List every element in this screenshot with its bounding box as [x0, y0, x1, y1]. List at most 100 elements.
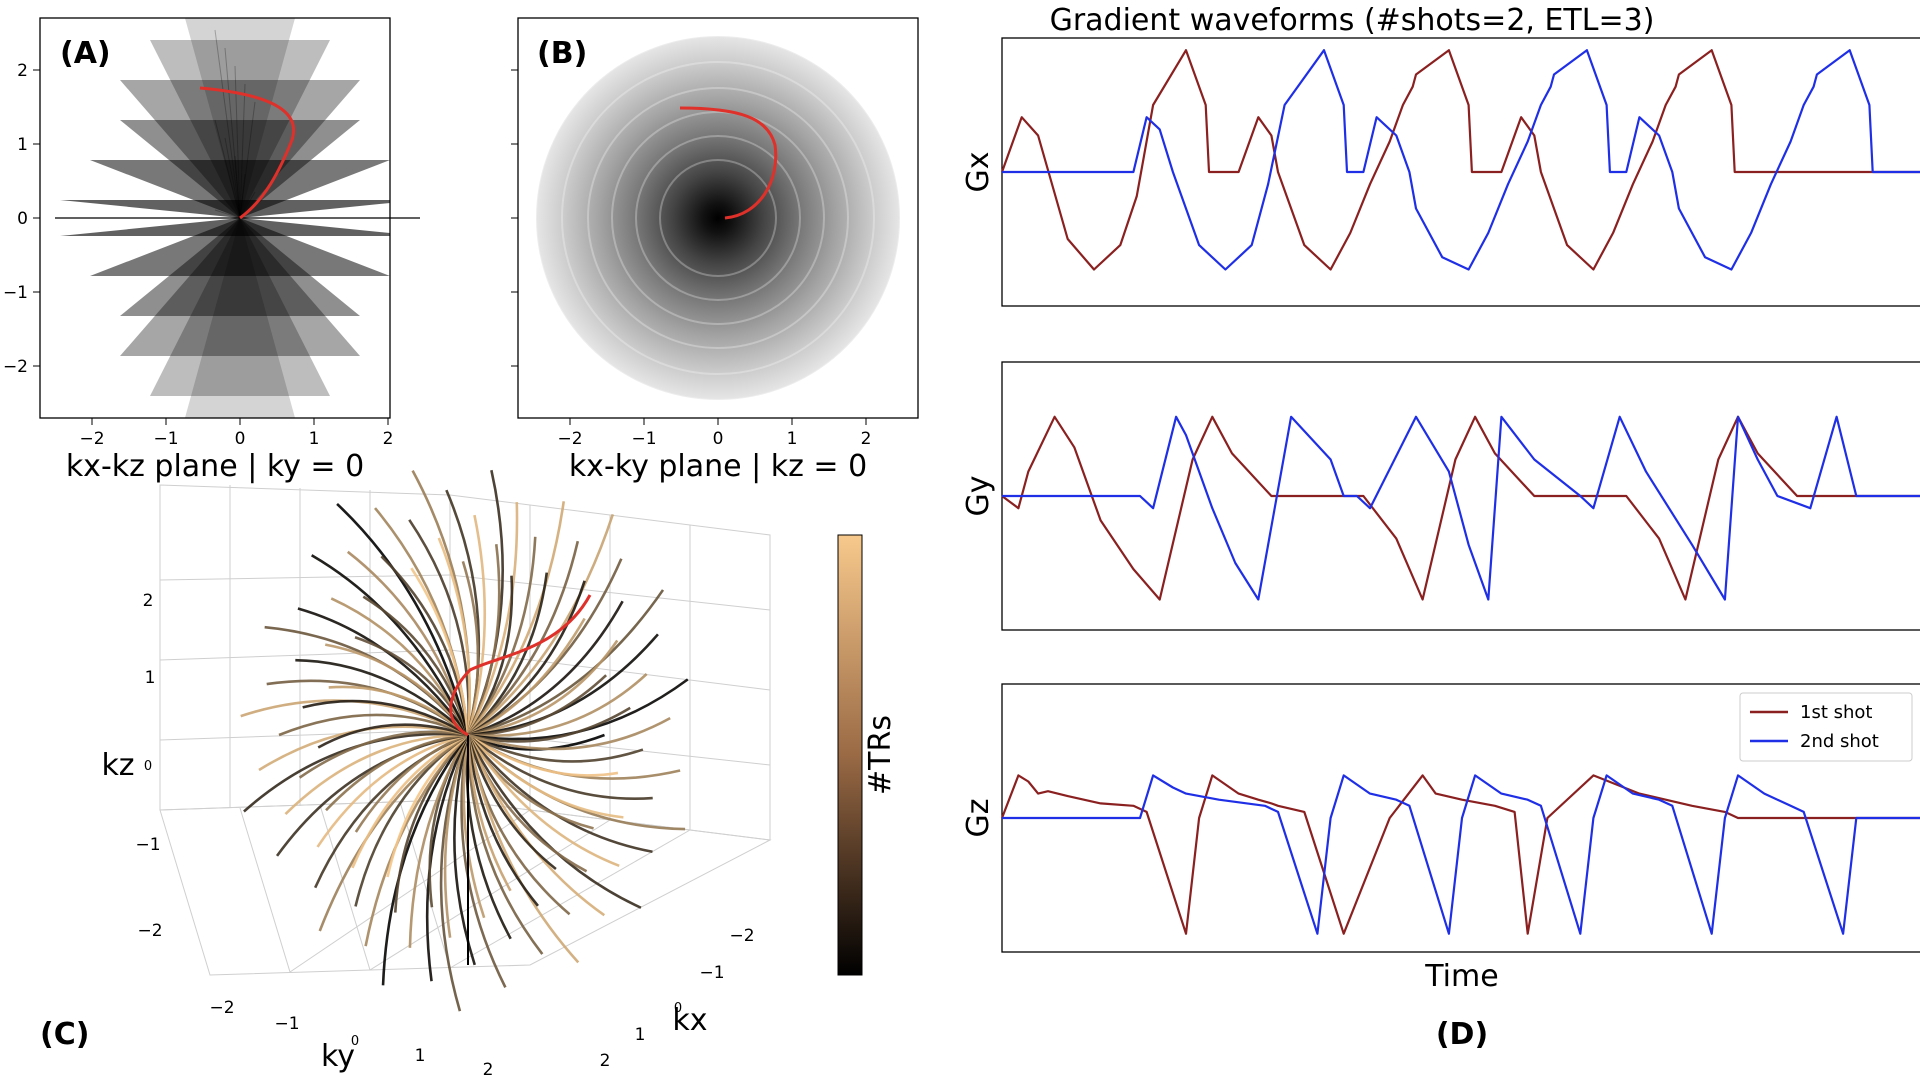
c-trajectory	[466, 734, 557, 870]
c-trajectory	[351, 733, 469, 869]
a-highlight-trajectory	[199, 86, 296, 220]
a-wedge	[150, 40, 330, 218]
a-ytick-label: 2	[17, 61, 28, 81]
a-xtick-label: 1	[309, 429, 320, 449]
c-ztick-label: −2	[137, 921, 162, 941]
c-kytick-label: 2	[483, 1060, 494, 1080]
c-trajectory	[437, 537, 472, 736]
gx-axes: Gx	[961, 37, 1920, 307]
c-ky-ticks: −2 −1 0 1 2	[209, 998, 493, 1080]
c-trajectory	[467, 717, 671, 751]
c-trajectory	[467, 540, 580, 736]
d-title: Gradient waveforms (#shots=2, ETL=3)	[1050, 3, 1655, 38]
a-wedge	[150, 218, 330, 396]
a-wedge	[90, 218, 390, 276]
b-ring	[587, 87, 849, 349]
c-trajectory	[318, 733, 469, 932]
a-spoke	[239, 101, 256, 219]
b-ring	[535, 35, 901, 401]
a-spoke	[214, 209, 241, 219]
a-xlabel: kx-kz plane | ky = 0	[66, 449, 364, 484]
panel-label-c: (C)	[40, 1017, 89, 1052]
c-trajectory	[467, 617, 586, 737]
c-ztick-label: 1	[145, 668, 156, 688]
c-trajectory	[467, 734, 653, 800]
c-trajectory	[467, 733, 619, 777]
gx-series-shot1	[1000, 49, 1920, 271]
gy-series-shot1	[1001, 415, 1920, 601]
c-trajectory	[467, 733, 644, 763]
b-highlight-trajectory	[679, 106, 778, 220]
b-ring	[635, 135, 801, 301]
a-xtick-label: −1	[153, 429, 178, 449]
gz-ylabel: Gz	[961, 799, 996, 838]
c-trajectory	[467, 639, 619, 737]
d-xlabel: Time	[1424, 959, 1498, 994]
panel-c: 2 1 0 −1 −2 kz −2 −1 0 1 2 ky −2 −1 0 1 …	[40, 469, 898, 1080]
legend-box	[1739, 692, 1913, 762]
c-kytick-label: 0	[351, 1034, 359, 1049]
c-trajectory	[298, 730, 469, 779]
c-trajectory	[466, 501, 566, 736]
a-wedge	[120, 218, 360, 316]
b-ring	[659, 159, 777, 277]
c-trajectory	[467, 600, 624, 737]
a-xtick-label: 2	[383, 429, 394, 449]
gx-series-shot2	[1002, 49, 1920, 271]
c-kxtick-label: −1	[699, 963, 724, 983]
c-trajectory	[467, 673, 648, 738]
c-trajectory	[466, 734, 539, 907]
gy-series-shot2	[1002, 415, 1920, 601]
a-y-ticks: 2 1 0 −1 −2	[3, 61, 40, 377]
c-trajectory	[410, 567, 470, 736]
b-xtick-label: 2	[861, 429, 872, 449]
legend-entry-shot2: 2nd shot	[1800, 731, 1879, 752]
c-trajectory	[465, 734, 512, 940]
c-xlabel: kx	[672, 1003, 707, 1038]
c-trajectory	[443, 734, 470, 938]
legend: 1st shot 2nd shot	[1739, 692, 1913, 762]
c-kytick-label: −2	[209, 998, 234, 1018]
gy-ylabel: Gy	[961, 475, 996, 516]
c-trajectory	[408, 734, 470, 948]
c-trajectory	[336, 502, 470, 736]
c-colorbar	[837, 534, 863, 976]
b-ring	[611, 111, 825, 325]
c-trajectory	[467, 589, 665, 737]
c-trajectory	[381, 734, 470, 986]
a-wedge	[90, 160, 390, 218]
panel-d: Gradient waveforms (#shots=2, ETL=3) Gx …	[961, 3, 1920, 1052]
a-wedge	[120, 120, 360, 218]
c-trajectory	[310, 554, 470, 736]
c-kx-ticks: −2 −1 0 1 2	[600, 926, 755, 1071]
a-ytick-label: −1	[3, 283, 28, 303]
c-trajectory	[466, 514, 487, 736]
gz-series-shot1	[1000, 774, 1920, 935]
a-wedge	[120, 80, 360, 218]
c-trajectory	[364, 734, 469, 947]
c-trajectory	[316, 733, 469, 848]
c-trajectory	[467, 734, 624, 819]
c-trajectory	[466, 502, 519, 736]
b-xtick-label: −1	[631, 429, 656, 449]
a-spoke	[239, 191, 256, 219]
c-kytick-label: −1	[274, 1014, 299, 1034]
b-xtick-label: 1	[787, 429, 798, 449]
gy-axes: Gy	[961, 361, 1920, 631]
a-xtick-label: −2	[79, 429, 104, 449]
c-trajectory	[278, 713, 469, 737]
c-trajectory	[466, 734, 642, 909]
c-trajectory	[354, 733, 469, 833]
c-trajectory	[467, 633, 659, 737]
a-xtick-label: 0	[235, 429, 246, 449]
a-spoke	[214, 119, 241, 219]
panel-b: (B) −2 −1 0 1 2 kx-ky plane | kz = 0	[511, 17, 919, 484]
panel-label-d: (D)	[1436, 1017, 1488, 1052]
c-trajectory	[467, 674, 608, 737]
c-ylabel: ky	[321, 1039, 355, 1074]
a-spoke	[214, 29, 241, 219]
c-highlight-trajectory	[449, 594, 592, 737]
gx-ylabel: Gx	[961, 151, 996, 192]
c-ztick-label: 2	[143, 591, 154, 611]
